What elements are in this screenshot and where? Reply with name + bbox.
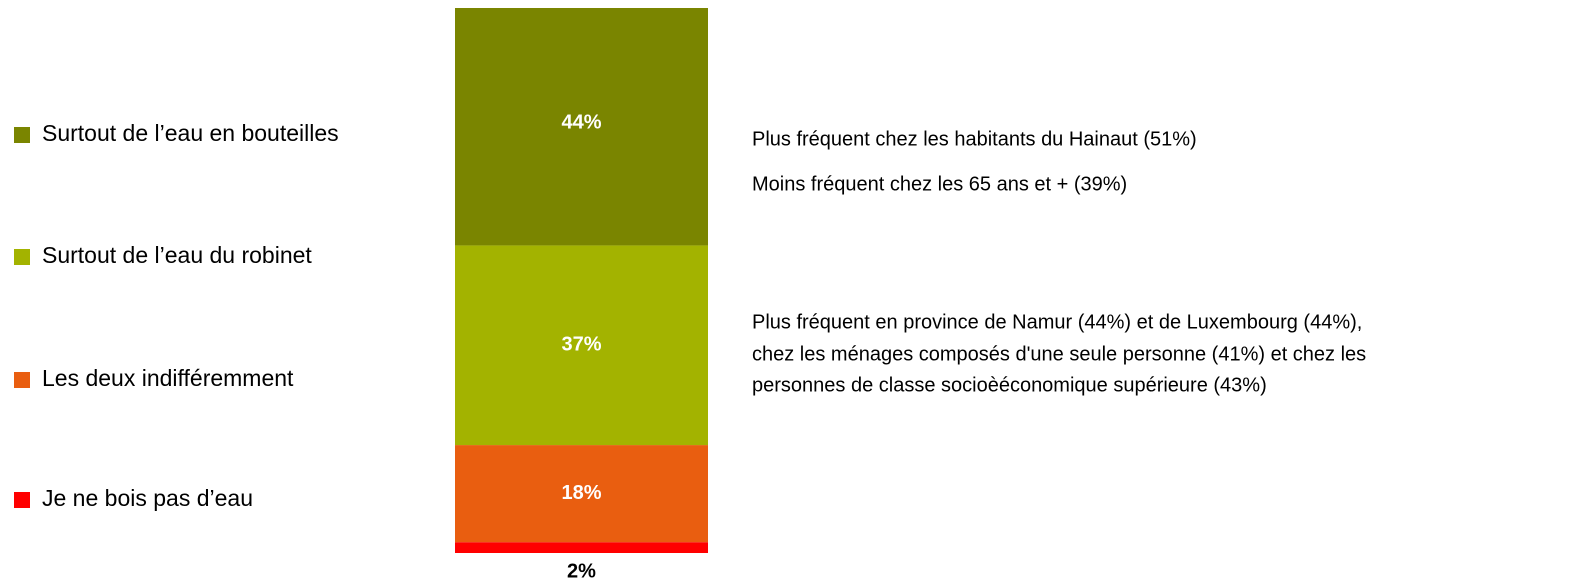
value-label: 18% xyxy=(561,482,601,504)
annotation: chez les ménages composés d'une seule pe… xyxy=(752,343,1366,365)
value-label: 37% xyxy=(561,334,601,356)
legend-label: Surtout de l’eau du robinet xyxy=(42,242,312,268)
annotation: Moins fréquent chez les 65 ans et + (39%… xyxy=(752,173,1127,195)
bar-segment xyxy=(455,542,708,553)
value-label: 44% xyxy=(561,111,601,133)
annotation: Plus fréquent chez les habitants du Hain… xyxy=(752,128,1197,150)
bar-segment xyxy=(455,8,708,246)
legend-swatch xyxy=(14,372,30,388)
annotation: Plus fréquent en province de Namur (44%)… xyxy=(752,311,1362,333)
annotation: personnes de classe socioèéconomique sup… xyxy=(752,374,1267,396)
legend-label: Surtout de l’eau en bouteilles xyxy=(42,120,339,146)
legend-swatch xyxy=(14,127,30,143)
legend-label: Je ne bois pas d’eau xyxy=(42,485,253,511)
legend-label: Les deux indifféremment xyxy=(42,365,294,391)
legend-swatch xyxy=(14,249,30,265)
bar-segment xyxy=(455,445,708,543)
value-label: 2% xyxy=(567,560,596,582)
legend-swatch xyxy=(14,492,30,508)
bar-segment xyxy=(455,245,708,446)
